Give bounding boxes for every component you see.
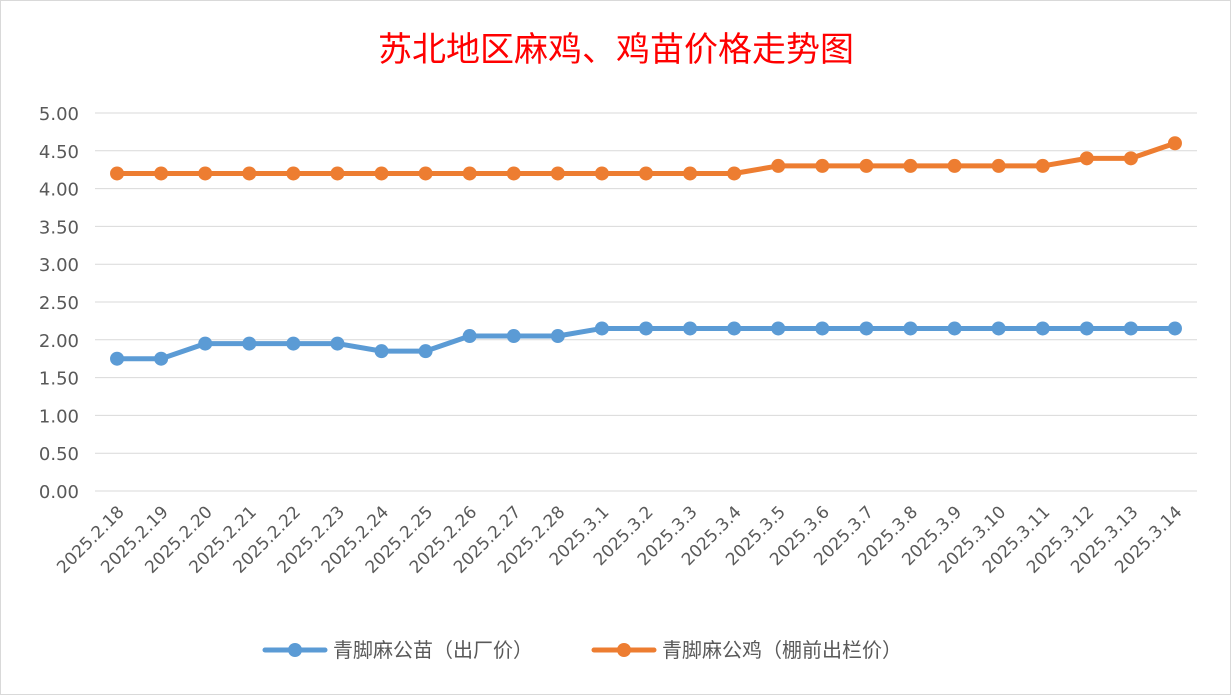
y-tick-label: 1.50 xyxy=(39,369,79,390)
data-point xyxy=(242,336,257,351)
legend: 青脚麻公苗（出厂价） 青脚麻公鸡（棚前出栏价） xyxy=(262,638,902,662)
data-point xyxy=(991,158,1006,173)
data-point xyxy=(947,321,962,336)
chart-title: 苏北地区麻鸡、鸡苗价格走势图 xyxy=(378,30,854,70)
data-point xyxy=(198,336,213,351)
data-point xyxy=(991,321,1006,336)
data-point xyxy=(683,166,698,181)
data-point xyxy=(506,166,521,181)
data-point xyxy=(286,336,301,351)
legend-swatch-marker xyxy=(288,643,302,657)
data-point xyxy=(154,351,169,366)
data-point xyxy=(1123,151,1138,166)
series-1 xyxy=(110,321,1182,366)
data-point xyxy=(462,329,477,344)
data-point xyxy=(1035,321,1050,336)
data-point xyxy=(594,321,609,336)
legend-label: 青脚麻公鸡（棚前出栏价） xyxy=(662,638,902,662)
data-point xyxy=(462,166,477,181)
y-tick-label: 3.50 xyxy=(39,217,79,238)
data-point xyxy=(154,166,169,181)
data-point xyxy=(1079,321,1094,336)
data-point xyxy=(550,166,565,181)
data-point xyxy=(418,166,433,181)
y-tick-label: 4.00 xyxy=(39,180,79,201)
y-axis-ticks: 0.00 0.50 1.00 1.50 2.00 2.50 3.00 3.50 4.00 4.50… xyxy=(39,104,79,503)
legend-item: 青脚麻公苗（出厂价） xyxy=(262,638,533,662)
data-point xyxy=(683,321,698,336)
series-layer xyxy=(110,136,1182,366)
y-tick-label: 2.00 xyxy=(39,331,79,352)
data-point xyxy=(815,321,830,336)
data-point xyxy=(418,344,433,359)
data-point xyxy=(550,329,565,344)
legend-label: 青脚麻公苗（出厂价） xyxy=(333,638,533,662)
data-point xyxy=(330,336,345,351)
data-point xyxy=(286,166,301,181)
data-point xyxy=(1079,151,1094,166)
data-point xyxy=(242,166,257,181)
data-point xyxy=(639,166,653,181)
y-tick-label: 0.00 xyxy=(39,482,79,503)
data-point xyxy=(1167,321,1182,336)
data-point xyxy=(771,321,786,336)
data-point xyxy=(947,158,962,173)
legend-item: 青脚麻公鸡（棚前出栏价） xyxy=(591,638,902,662)
gridlines xyxy=(95,112,1197,492)
data-point xyxy=(859,158,874,173)
x-axis-ticks: 2025.2.182025.2.192025.2.202025.2.212025… xyxy=(53,502,1186,577)
y-tick-label: 4.50 xyxy=(39,142,79,163)
data-point xyxy=(198,166,213,181)
data-point xyxy=(727,321,742,336)
data-point xyxy=(374,344,389,359)
y-tick-label: 0.50 xyxy=(39,444,79,465)
data-point xyxy=(903,158,918,173)
data-point xyxy=(374,166,389,181)
data-point xyxy=(506,329,521,344)
legend-swatch-marker xyxy=(617,643,631,657)
y-tick-label: 3.00 xyxy=(39,255,79,276)
data-point xyxy=(727,166,742,181)
data-point xyxy=(330,166,345,181)
data-point xyxy=(859,321,874,336)
data-point xyxy=(110,166,125,181)
data-point xyxy=(771,158,786,173)
data-point xyxy=(903,321,918,336)
data-point xyxy=(594,166,609,181)
y-tick-label: 2.50 xyxy=(39,293,79,314)
data-point xyxy=(815,158,830,173)
data-point xyxy=(1167,136,1182,151)
data-point xyxy=(1123,321,1138,336)
series-2 xyxy=(110,136,1182,181)
data-point xyxy=(1035,158,1050,173)
data-point xyxy=(110,351,125,366)
y-tick-label: 1.00 xyxy=(39,406,79,427)
y-tick-label: 5.00 xyxy=(39,104,79,125)
data-point xyxy=(639,321,653,336)
